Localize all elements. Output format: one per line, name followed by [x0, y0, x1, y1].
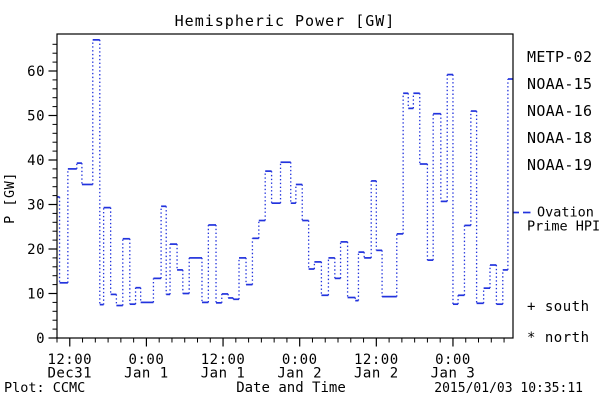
x-axis-label: Date and Time: [236, 380, 346, 396]
legend-item-metp-02: METP-02: [527, 48, 592, 66]
satellite-legend: METP-02 NOAA-15 NOAA-16 NOAA-18 NOAA-19: [527, 48, 592, 174]
x-tick-date-label: Jan 2: [277, 366, 322, 382]
y-tick-label: 20: [27, 242, 45, 258]
x-tick-time-label: 0:00: [129, 352, 165, 368]
legend-item-noaa-19: NOAA-19: [527, 156, 592, 174]
y-tick-label: 40: [27, 153, 45, 169]
y-axis-label: P [GW]: [2, 172, 18, 224]
y-tick-label: 30: [27, 198, 45, 214]
x-tick-date-label: Jan 3: [431, 366, 476, 382]
x-tick-time-label: 12:00: [201, 352, 246, 368]
y-tick-label: 10: [27, 287, 45, 303]
legend-item-noaa-18: NOAA-18: [527, 129, 592, 147]
ovation-legend: Ovation Prime HPI: [513, 205, 600, 235]
plot-frame: [56, 33, 514, 339]
x-tick-date-label: Dec31: [47, 366, 92, 382]
x-tick-time-label: 0:00: [435, 352, 471, 368]
marker-north: * north: [527, 330, 590, 346]
x-tick-time-label: 0:00: [282, 352, 318, 368]
page-title: Hemispheric Power [GW]: [175, 12, 396, 30]
legend-item-noaa-15: NOAA-15: [527, 75, 592, 93]
y-tick-label: 60: [27, 64, 45, 80]
y-tick-label: 50: [27, 109, 45, 125]
y-tick-label: 0: [36, 331, 45, 347]
marker-south: + south: [527, 299, 590, 315]
ovation-legend-line1: Ovation: [537, 205, 594, 221]
plot-timestamp: 2015/01/03 10:35:11: [434, 381, 583, 396]
ovation-prime-hpi-curve: [57, 38, 513, 307]
hemisphere-marker-legend: + south * north: [527, 299, 590, 346]
x-tick-date-label: Jan 1: [124, 366, 169, 382]
x-tick-time-label: 12:00: [354, 352, 399, 368]
x-tick-date-label: Jan 1: [201, 366, 246, 382]
ovation-legend-line2: Prime HPI: [527, 219, 600, 235]
plot-source-label: Plot: CCMC: [4, 380, 85, 396]
legend-item-noaa-16: NOAA-16: [527, 102, 592, 120]
x-tick-time-label: 12:00: [47, 352, 92, 368]
x-tick-date-label: Jan 2: [354, 366, 399, 382]
